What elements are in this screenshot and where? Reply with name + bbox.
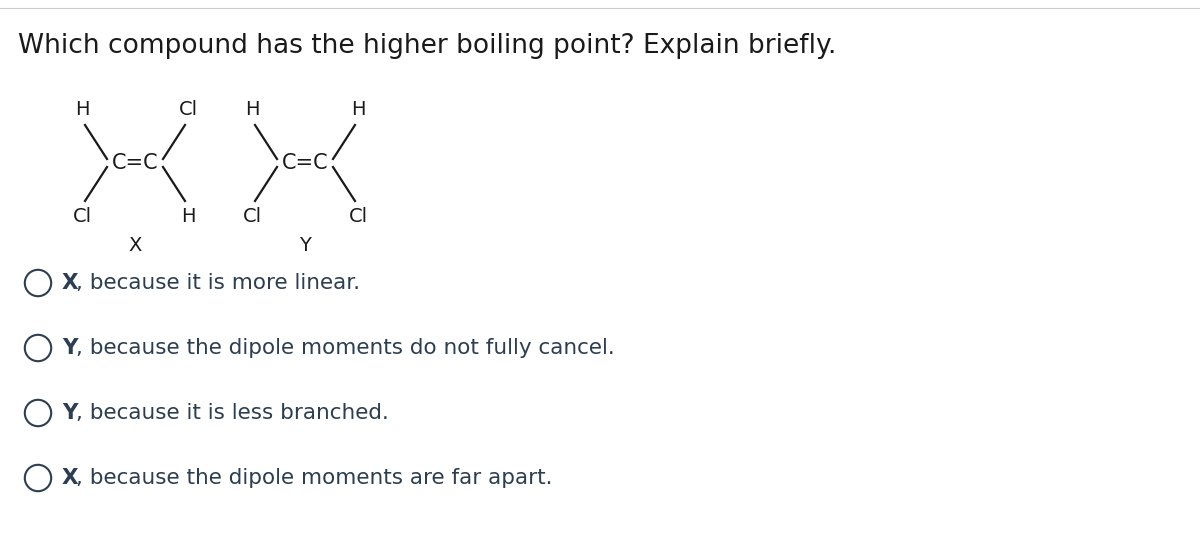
- Text: X: X: [62, 468, 79, 488]
- Text: H: H: [245, 100, 259, 119]
- Text: H: H: [181, 207, 196, 226]
- Text: C=C: C=C: [112, 153, 158, 173]
- Text: X: X: [62, 273, 79, 293]
- Text: , because it is less branched.: , because it is less branched.: [77, 403, 389, 423]
- Text: Y: Y: [62, 338, 78, 358]
- Text: Y: Y: [62, 403, 78, 423]
- Text: C=C: C=C: [282, 153, 329, 173]
- Text: Which compound has the higher boiling point? Explain briefly.: Which compound has the higher boiling po…: [18, 33, 836, 59]
- Text: H: H: [350, 100, 365, 119]
- Text: Cl: Cl: [348, 207, 367, 226]
- Text: , because the dipole moments are far apart.: , because the dipole moments are far apa…: [77, 468, 553, 488]
- Text: H: H: [74, 100, 89, 119]
- Text: , because the dipole moments do not fully cancel.: , because the dipole moments do not full…: [77, 338, 616, 358]
- Text: Cl: Cl: [72, 207, 91, 226]
- Text: X: X: [128, 236, 142, 255]
- Text: Cl: Cl: [179, 100, 198, 119]
- Text: , because it is more linear.: , because it is more linear.: [77, 273, 361, 293]
- Text: Y: Y: [299, 236, 311, 255]
- Text: Cl: Cl: [242, 207, 262, 226]
